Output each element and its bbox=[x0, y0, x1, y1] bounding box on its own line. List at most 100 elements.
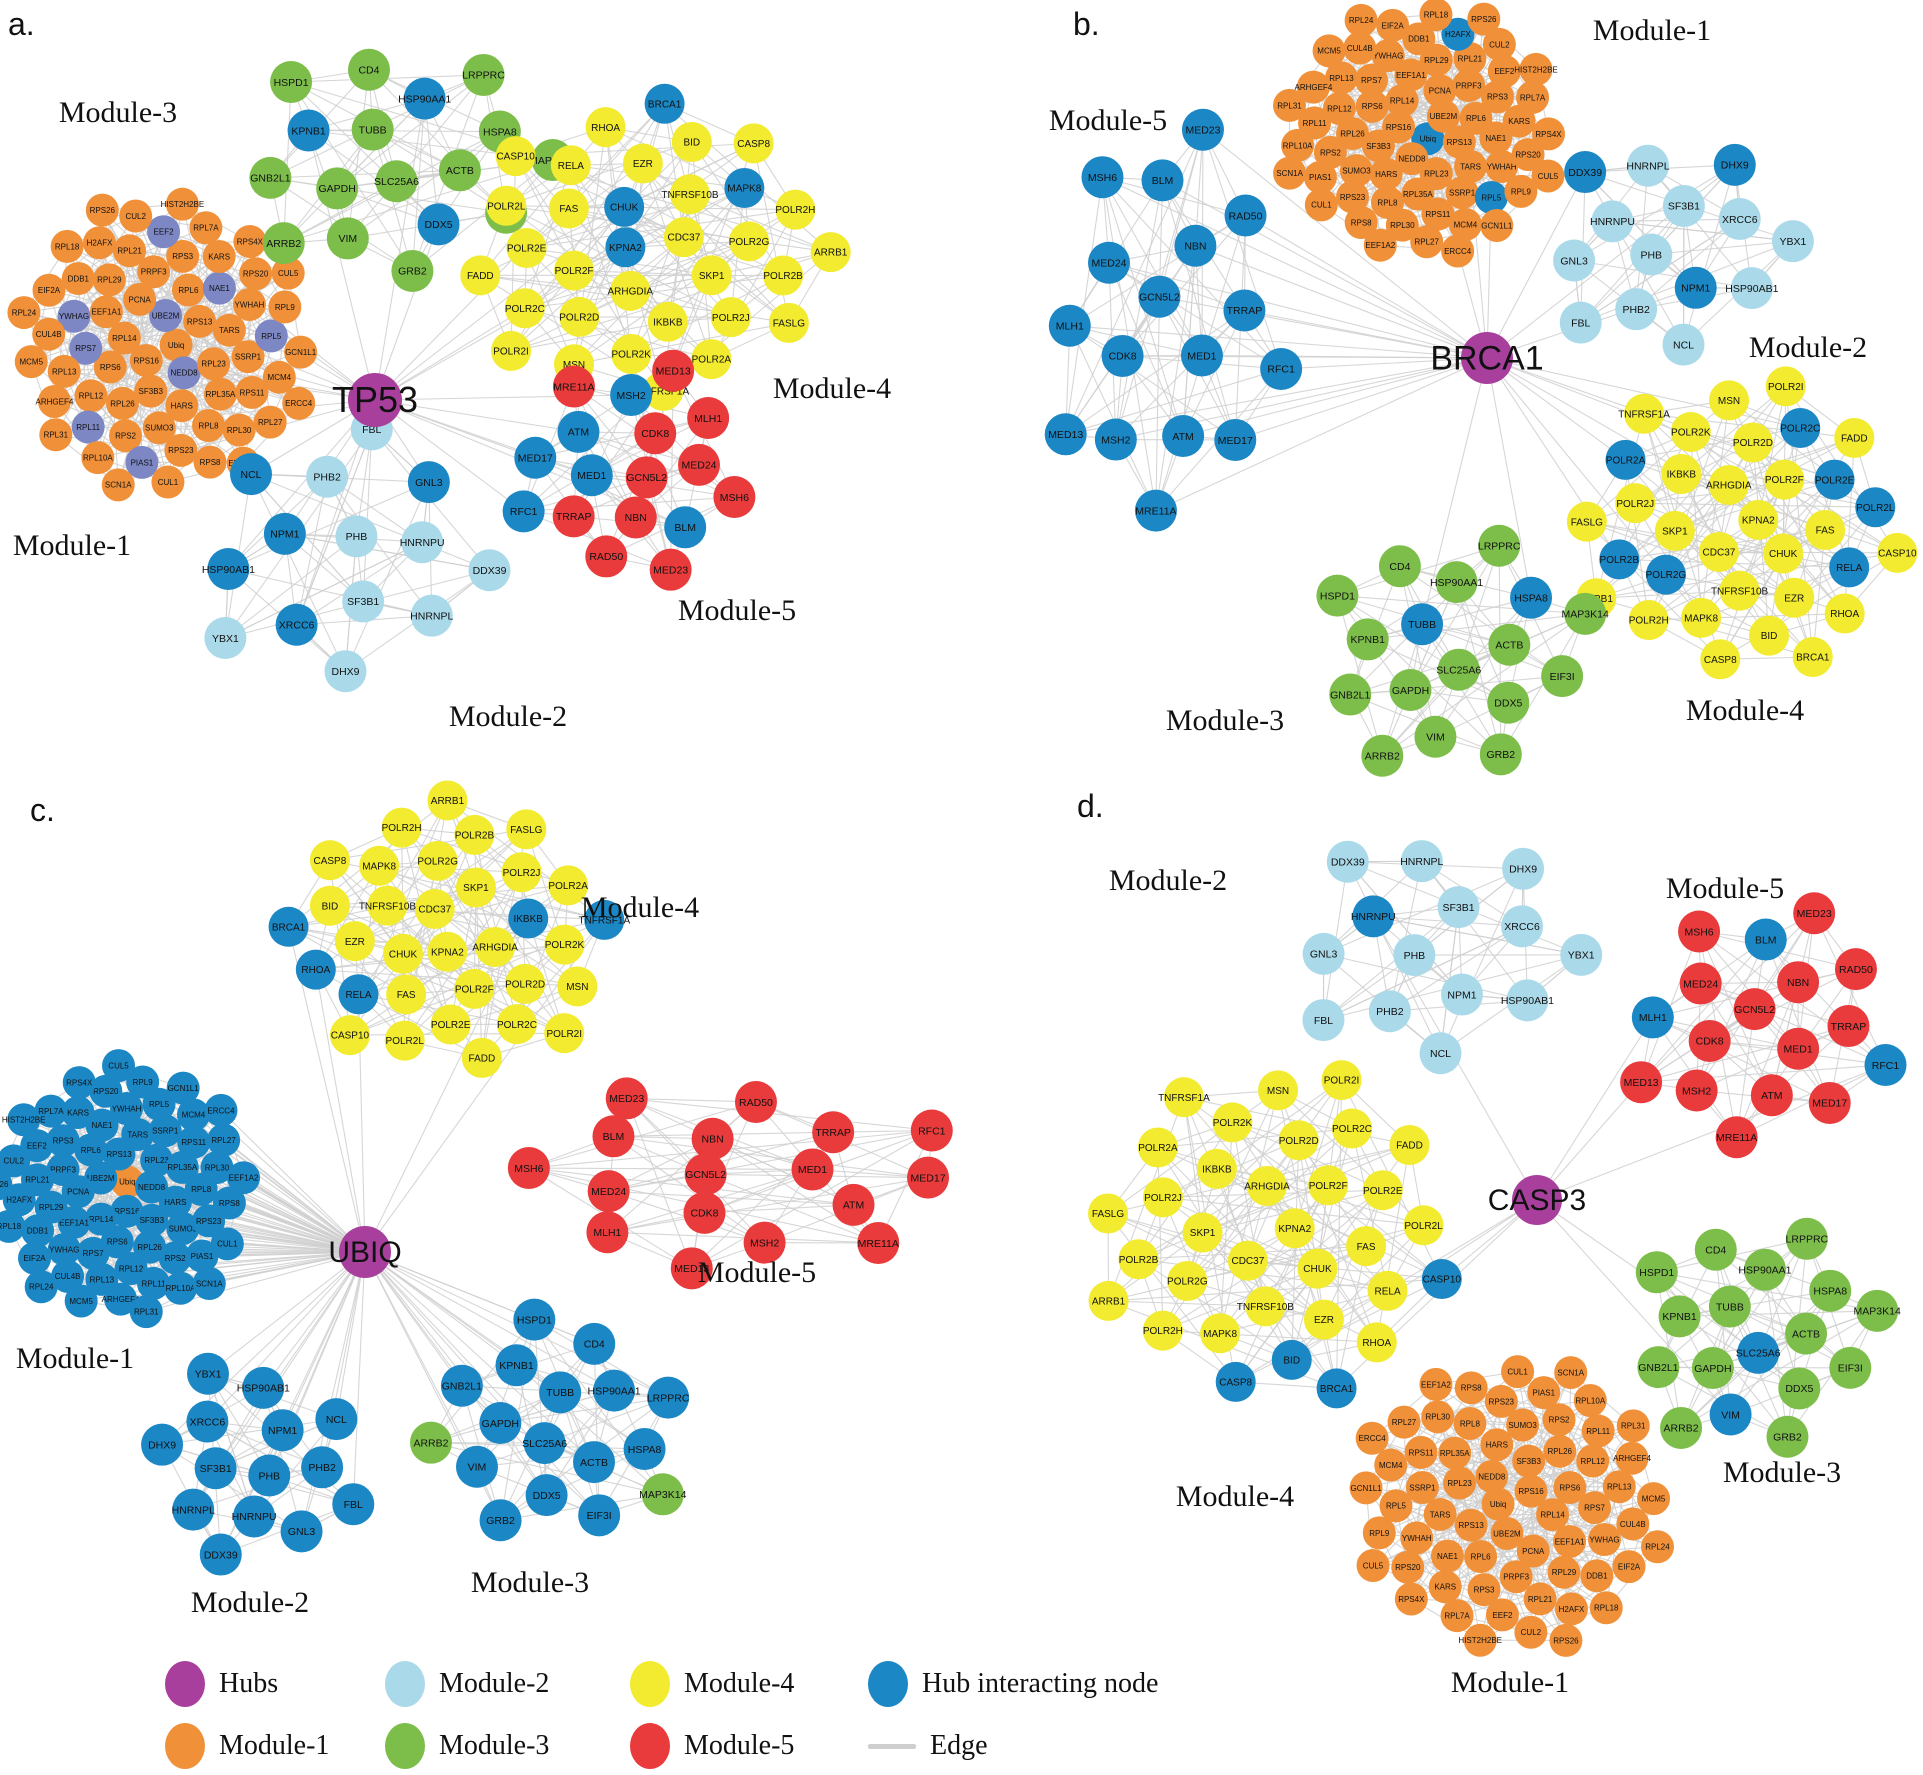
node-label-nae1: NAE1 bbox=[1485, 134, 1506, 143]
node-polr2b bbox=[1118, 1239, 1159, 1280]
node-hnrnpu bbox=[1352, 895, 1395, 938]
module-label-d-module-1: Module-1 bbox=[1451, 1666, 1569, 1699]
node-label-rps8: RPS8 bbox=[1351, 218, 1372, 227]
node-rpl31 bbox=[129, 1295, 163, 1329]
node-ddb1 bbox=[21, 1214, 55, 1248]
node-mapk8 bbox=[1681, 597, 1722, 638]
node-label-cdc37: CDC37 bbox=[1703, 548, 1736, 559]
node-label-rela: RELA bbox=[345, 990, 371, 1001]
node-rad50 bbox=[1834, 948, 1877, 991]
node-label-ssrp1: SSRP1 bbox=[1409, 1483, 1436, 1492]
node-label-rpl6: RPL6 bbox=[1466, 114, 1487, 123]
node-nae1 bbox=[1479, 121, 1513, 155]
node-rps11 bbox=[235, 375, 269, 409]
node-label-polr2l: POLR2L bbox=[1404, 1221, 1443, 1232]
node-mcm5 bbox=[1637, 1482, 1671, 1516]
node-ywhah bbox=[1485, 150, 1519, 184]
node-label-hspd1: HSPD1 bbox=[274, 77, 309, 89]
node-label-mre11a: MRE11A bbox=[553, 381, 594, 393]
node-label-phb2: PHB2 bbox=[308, 1462, 336, 1474]
node-rps2 bbox=[158, 1241, 192, 1275]
node-rpl23 bbox=[197, 347, 231, 381]
node-label-pcna: PCNA bbox=[129, 295, 152, 304]
node-label-polr2c: POLR2C bbox=[1332, 1124, 1372, 1135]
node-rpl9 bbox=[126, 1065, 160, 1099]
node-med13 bbox=[1044, 413, 1087, 456]
node-label-hsp90ab1: HSP90AB1 bbox=[237, 1383, 290, 1395]
node-label-polr2a: POLR2A bbox=[1138, 1143, 1178, 1154]
node-dhx9 bbox=[141, 1423, 184, 1466]
node-label-grb2: GRB2 bbox=[1487, 749, 1516, 761]
node-label-rpl9: RPL9 bbox=[1511, 187, 1532, 196]
node-label-ddx39: DDX39 bbox=[473, 565, 507, 577]
module-label-d-module-3: Module-3 bbox=[1723, 1456, 1841, 1489]
node-label-polr2f: POLR2F bbox=[1765, 475, 1804, 486]
node-label-hnrnpl: HNRNPL bbox=[1400, 856, 1443, 868]
node-msh2 bbox=[610, 373, 653, 416]
node-rpl10a bbox=[1281, 128, 1315, 162]
node-kpna2 bbox=[1274, 1208, 1315, 1249]
node-label-polr2j: POLR2J bbox=[1144, 1193, 1182, 1204]
node-label-eef1a1: EEF1A1 bbox=[1396, 71, 1426, 80]
node-label-rps2: RPS2 bbox=[165, 1254, 186, 1263]
node-msh6 bbox=[507, 1147, 550, 1190]
node-lrpprc bbox=[1478, 524, 1521, 567]
node-label-med24: MED24 bbox=[1091, 258, 1126, 270]
node-label-rpl24: RPL24 bbox=[1349, 16, 1374, 25]
node-hspa8 bbox=[623, 1428, 666, 1471]
node-rpl6 bbox=[171, 273, 205, 307]
node-rpl31 bbox=[1616, 1409, 1650, 1443]
node-casp8 bbox=[1215, 1361, 1256, 1402]
node-label-pias1: PIAS1 bbox=[191, 1252, 214, 1261]
node-label-sumo3: SUMO3 bbox=[1508, 1421, 1537, 1430]
node-rpl18 bbox=[1419, 0, 1453, 32]
node-rpl10a bbox=[164, 1271, 198, 1305]
node-rps13 bbox=[1454, 1508, 1488, 1542]
node-ssrp1 bbox=[148, 1114, 182, 1148]
node-label-sumo3: SUMO3 bbox=[145, 424, 174, 433]
node-slc25a6 bbox=[523, 1422, 566, 1465]
node-label-rps2: RPS2 bbox=[115, 432, 136, 441]
node-polr2c bbox=[504, 288, 545, 329]
node-label-casp10: CASP10 bbox=[1423, 1275, 1462, 1286]
node-eif2a bbox=[32, 273, 66, 307]
node-polr2g bbox=[1645, 554, 1686, 595]
node-label-gapdh: GAPDH bbox=[1694, 1363, 1731, 1375]
node-rpl26 bbox=[1336, 116, 1370, 150]
node-label-brca1: BRCA1 bbox=[272, 922, 306, 933]
node-ddx39 bbox=[199, 1533, 242, 1576]
node-label-hsp90aa1: HSP90AA1 bbox=[398, 93, 451, 105]
node-label-faslg: FASLG bbox=[773, 318, 805, 329]
node-cd4 bbox=[1378, 545, 1421, 588]
node-cul4b bbox=[1343, 31, 1377, 65]
node-label-ezr: EZR bbox=[1784, 593, 1804, 604]
node-label-rpl10a: RPL10A bbox=[83, 454, 113, 463]
node-label-msh2: MSH2 bbox=[1101, 434, 1130, 446]
node-label-rhoa: RHOA bbox=[591, 123, 620, 134]
node-label-ube2m: UBE2M bbox=[1430, 112, 1458, 121]
node-mcm5 bbox=[14, 345, 48, 379]
node-hist2h2be bbox=[165, 187, 199, 221]
node-label-ezr: EZR bbox=[633, 159, 653, 170]
node-scn1a bbox=[192, 1267, 226, 1301]
node-label-arhgef4: ARHGEF4 bbox=[1613, 1454, 1651, 1463]
node-ercc4 bbox=[204, 1093, 238, 1127]
node-label-hspa8: HSPA8 bbox=[1514, 592, 1548, 604]
node-label-fbl: FBL bbox=[344, 1499, 363, 1511]
node-polr2h bbox=[775, 189, 816, 230]
node-label-rpl24: RPL24 bbox=[1645, 1543, 1670, 1552]
node-label-rpl13: RPL13 bbox=[90, 1275, 115, 1284]
node-label-ybx1: YBX1 bbox=[195, 1369, 222, 1381]
node-npm1 bbox=[1440, 973, 1483, 1016]
node-label-mcm4: MCM4 bbox=[268, 373, 292, 382]
node-label-ncl: NCL bbox=[240, 469, 261, 481]
node-rela bbox=[338, 974, 379, 1015]
node-label-chuk: CHUK bbox=[1769, 549, 1798, 560]
node-nbn bbox=[614, 496, 657, 539]
node-label-rps23: RPS23 bbox=[1489, 1397, 1515, 1406]
node-label-rps16: RPS16 bbox=[114, 1207, 140, 1216]
node-vim bbox=[1709, 1393, 1752, 1436]
node-label-scn1a: SCN1A bbox=[196, 1279, 223, 1288]
node-h2afx bbox=[1441, 17, 1475, 51]
node-rps8 bbox=[212, 1186, 246, 1220]
